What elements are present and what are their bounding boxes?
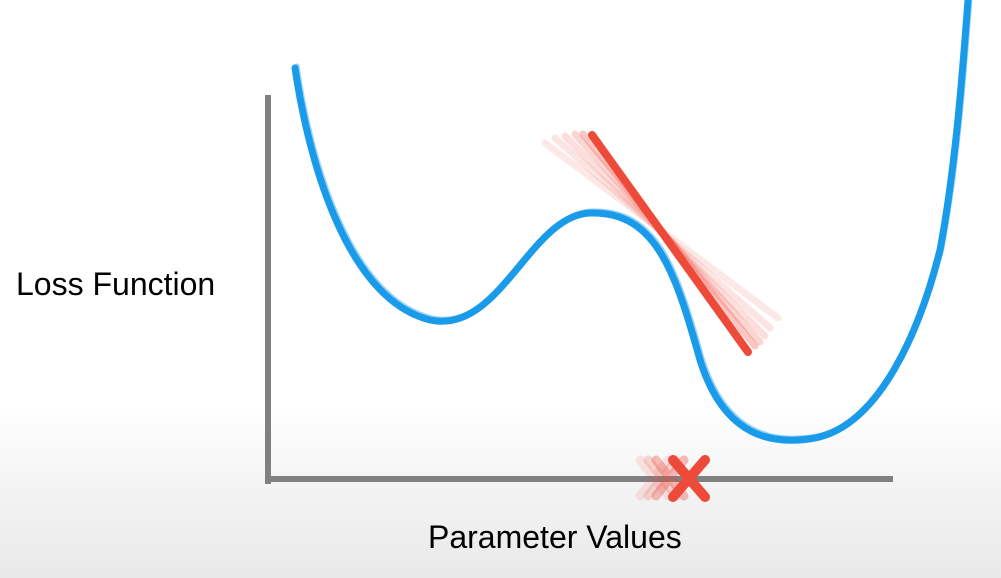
x-axis-label: Parameter Values: [428, 519, 682, 555]
loss-curve-stroke: [291, 0, 972, 444]
x-marker-icon: [635, 455, 710, 502]
loss-curve: [291, 0, 973, 444]
tangent-solid: [588, 131, 752, 356]
axes: [265, 95, 893, 484]
loss-curve-shadow-stroke: [294, 0, 973, 441]
tangent-line: [541, 130, 782, 356]
y-axis-label: Loss Function: [16, 266, 215, 302]
